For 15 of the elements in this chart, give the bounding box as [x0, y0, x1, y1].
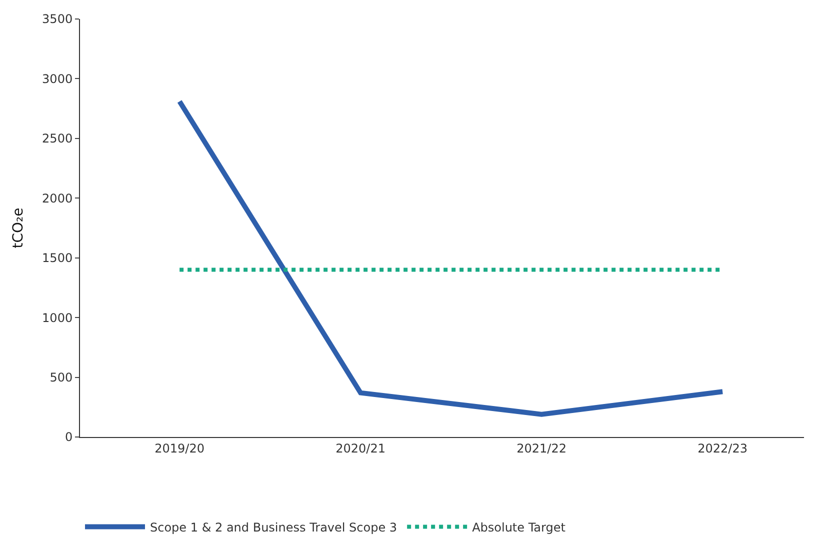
legend-label: Absolute Target — [472, 520, 566, 534]
y-tick-label: 2500 — [42, 132, 73, 146]
y-tick-label: 0 — [64, 430, 73, 444]
y-tick-label: 500 — [50, 370, 73, 384]
y-tick-label: 3500 — [42, 12, 73, 26]
x-tick-label: 2022/23 — [698, 441, 748, 456]
y-tick-label: 1000 — [42, 310, 73, 325]
y-tick-label: 3000 — [42, 72, 73, 86]
y-tick-label: 1500 — [42, 251, 73, 266]
x-tick-label: 2020/21 — [336, 441, 386, 456]
y-axis-title: tCO₂e — [10, 208, 27, 248]
y-tick-label: 2000 — [42, 191, 73, 206]
legend-label: Scope 1 & 2 and Business Travel Scope 3 — [150, 520, 398, 534]
x-tick-label: 2021/22 — [516, 441, 566, 456]
x-tick-label: 2019/20 — [154, 441, 204, 456]
